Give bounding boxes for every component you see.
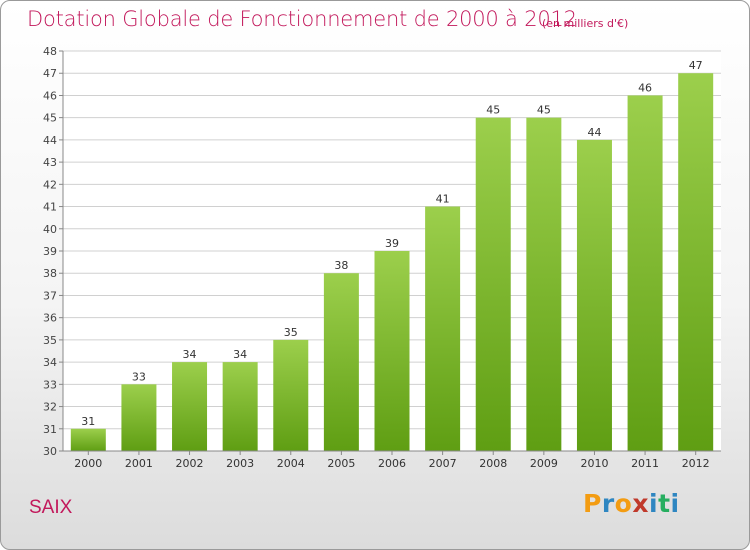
- logo-letter: P: [583, 489, 602, 518]
- y-tick-label: 42: [43, 178, 57, 191]
- bar-value-label: 41: [436, 193, 450, 206]
- y-tick-label: 38: [43, 267, 57, 280]
- y-tick-label: 34: [43, 356, 57, 369]
- chart-title: Dotation Globale de Fonctionnement de 20…: [27, 7, 577, 31]
- bar: [425, 206, 461, 451]
- x-tick-label: 2000: [74, 457, 102, 470]
- x-tick-label: 2008: [479, 457, 507, 470]
- logo-letter: t: [658, 489, 671, 518]
- bar: [222, 362, 258, 451]
- bar: [627, 95, 663, 451]
- x-tick-label: 2003: [226, 457, 254, 470]
- bar-value-label: 45: [486, 104, 500, 117]
- y-tick-label: 39: [43, 245, 57, 258]
- y-tick-label: 45: [43, 112, 57, 125]
- proxiti-logo[interactable]: Proxiti: [583, 489, 680, 518]
- x-tick-label: 2002: [176, 457, 204, 470]
- bar-value-label: 35: [284, 326, 298, 339]
- city-name: SAIX: [29, 497, 73, 518]
- y-tick-label: 31: [43, 423, 57, 436]
- y-tick-label: 46: [43, 89, 57, 102]
- bar-value-label: 38: [334, 259, 348, 272]
- x-tick-label: 2006: [378, 457, 406, 470]
- bar: [678, 73, 714, 451]
- x-tick-label: 2004: [277, 457, 305, 470]
- x-tick-label: 2007: [429, 457, 457, 470]
- x-tick-label: 2010: [580, 457, 608, 470]
- x-tick-label: 2012: [682, 457, 710, 470]
- y-tick-label: 36: [43, 312, 57, 325]
- bar-value-label: 34: [233, 348, 247, 361]
- bar: [121, 384, 157, 451]
- logo-letter: x: [632, 489, 649, 518]
- bar-value-label: 47: [689, 59, 703, 72]
- y-tick-label: 32: [43, 401, 57, 414]
- bar-value-label: 33: [132, 370, 146, 383]
- chart-subtitle: (en milliers d'€): [542, 17, 629, 30]
- x-tick-label: 2009: [530, 457, 558, 470]
- bar: [172, 362, 208, 451]
- y-tick-label: 37: [43, 289, 57, 302]
- y-tick-label: 47: [43, 67, 57, 80]
- bar-value-label: 34: [183, 348, 197, 361]
- x-tick-label: 2005: [327, 457, 355, 470]
- bar-value-label: 45: [537, 104, 551, 117]
- bar-value-label: 46: [638, 81, 652, 94]
- bar: [576, 139, 612, 451]
- y-tick-label: 43: [43, 156, 57, 169]
- x-tick-label: 2001: [125, 457, 153, 470]
- bar: [273, 339, 309, 451]
- bar: [475, 117, 511, 452]
- y-tick-label: 44: [43, 134, 57, 147]
- x-tick-label: 2011: [631, 457, 659, 470]
- bar-value-label: 39: [385, 237, 399, 250]
- bar: [374, 251, 410, 451]
- bar: [70, 428, 106, 451]
- y-tick-label: 35: [43, 334, 57, 347]
- y-tick-label: 33: [43, 378, 57, 391]
- logo-letter: i: [670, 489, 680, 518]
- y-tick-label: 40: [43, 223, 57, 236]
- logo-letter: i: [649, 489, 659, 518]
- y-tick-label: 30: [43, 445, 57, 458]
- y-tick-label: 48: [43, 45, 57, 58]
- logo-letter: o: [614, 489, 633, 518]
- logo-letter: r: [601, 489, 615, 518]
- bar: [526, 117, 562, 452]
- bar-value-label: 31: [81, 415, 95, 428]
- bar-value-label: 44: [587, 126, 601, 139]
- y-tick-label: 41: [43, 201, 57, 214]
- bar: [323, 273, 359, 451]
